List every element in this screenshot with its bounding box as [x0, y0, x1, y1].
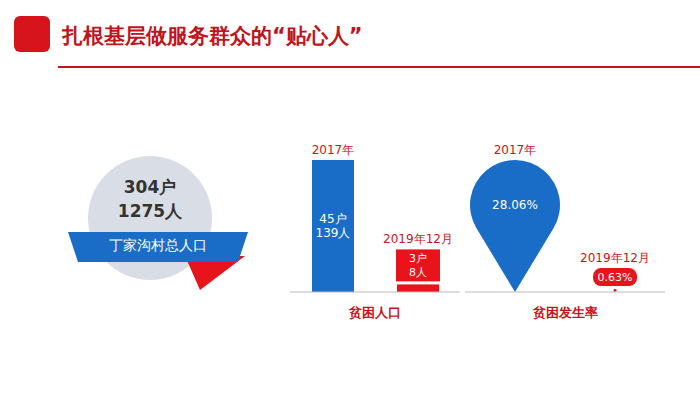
svg-text:2017年: 2017年 [494, 143, 537, 157]
svg-text:2019年12月: 2019年12月 [580, 251, 650, 265]
svg-text:139人: 139人 [316, 226, 351, 240]
svg-text:3户: 3户 [409, 252, 427, 265]
svg-text:2017年: 2017年 [312, 143, 355, 157]
html-text:丁家沟村总人口: 丁家沟村总人口 [109, 237, 207, 253]
svg-text:8人: 8人 [409, 266, 427, 279]
svg-text:贫困人口: 贫困人口 [348, 305, 401, 320]
svg-text:2019年12月: 2019年12月 [383, 232, 453, 246]
html-text:扎根基层做服务群众的“贴心人”: 扎根基层做服务群众的“贴心人” [62, 24, 363, 48]
html-text:1275人: 1275人 [117, 201, 183, 221]
svg-text:贫困发生率: 贫困发生率 [532, 305, 598, 320]
svg-text:45户: 45户 [319, 212, 346, 226]
svg-text:0.63%: 0.63% [598, 271, 633, 284]
svg-text:28.06%: 28.06% [492, 198, 538, 212]
html-text:304户: 304户 [123, 177, 177, 197]
